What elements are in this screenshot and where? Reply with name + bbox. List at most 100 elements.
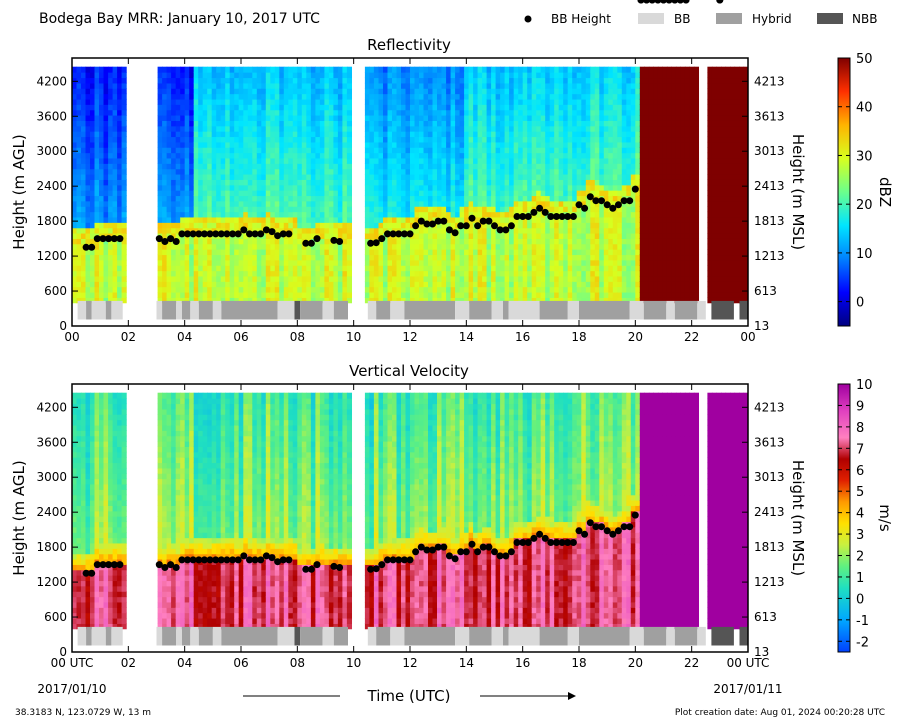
reflectivity-heat-cell (76, 147, 82, 154)
reflectivity-heat-cell (608, 200, 614, 207)
reflectivity-heat-cell (437, 120, 443, 127)
reflectivity-heat-cell (306, 157, 312, 164)
reflectivity-heat-cell (292, 179, 298, 186)
reflectivity-heat-cell (468, 281, 474, 288)
reflectivity-heat-cell (346, 292, 353, 298)
reflectivity-heat-cell (563, 254, 569, 261)
reflectivity-heat-cell (486, 275, 492, 282)
reflectivity-heat-cell (225, 222, 231, 229)
reflectivity-heat-cell (180, 93, 186, 100)
reflectivity-heat-cell (410, 227, 416, 234)
reflectivity-heat-cell (441, 141, 447, 148)
reflectivity-heat-cell (252, 147, 258, 154)
reflectivity-heat-cell (333, 227, 339, 234)
reflectivity-heat-cell (247, 88, 253, 95)
reflectivity-heat-cell (211, 238, 217, 245)
reflectivity-heat-cell (180, 163, 186, 170)
reflectivity-heat-cell (202, 66, 208, 73)
reflectivity-heat-cell (198, 270, 204, 277)
reflectivity-heat-cell (310, 152, 317, 159)
reflectivity-heat-cell (495, 66, 501, 73)
reflectivity-heat-cell (491, 200, 497, 207)
reflectivity-heat-cell (527, 115, 533, 121)
reflectivity-heat-cell (536, 190, 542, 197)
reflectivity-heat-cell (373, 125, 380, 132)
reflectivity-heat-cell (342, 184, 348, 191)
reflectivity-heat-cell (103, 93, 109, 100)
reflectivity-heat-cell (387, 152, 393, 159)
reflectivity-heat-cell (392, 297, 398, 304)
reflectivity-heat-cell (175, 115, 181, 121)
reflectivity-heat-cell (401, 179, 407, 186)
reflectivity-heat-cell (171, 216, 177, 223)
reflectivity-heat-cell (581, 120, 587, 127)
reflectivity-heat-cell (175, 222, 181, 229)
reflectivity-heat-cell (383, 141, 389, 148)
reflectivity-heat-cell (166, 222, 172, 229)
reflectivity-heat-cell (189, 211, 195, 218)
reflectivity-heat-cell (459, 286, 465, 293)
reflectivity-heat-cell (513, 147, 519, 154)
reflectivity-heat-cell (369, 174, 375, 180)
reflectivity-heat-cell (238, 297, 244, 304)
reflectivity-heat-cell (301, 179, 307, 186)
reflectivity-heat-cell (243, 190, 249, 197)
reflectivity-heat-cell (157, 190, 163, 197)
reflectivity-heat-cell (225, 216, 231, 223)
reflectivity-heat-cell (378, 211, 384, 218)
reflectivity-heat-cell (279, 238, 285, 245)
reflectivity-heat-cell (108, 93, 114, 100)
reflectivity-heat-cell (599, 292, 605, 298)
reflectivity-heat-cell (220, 77, 226, 84)
reflectivity-heat-cell (495, 254, 501, 261)
reflectivity-heat-cell (531, 109, 537, 116)
reflectivity-heat-cell (162, 190, 168, 197)
reflectivity-heat-cell (99, 131, 105, 138)
reflectivity-heat-cell (270, 98, 276, 105)
reflectivity-heat-cell (545, 131, 551, 138)
reflectivity-heat-cell (94, 297, 100, 304)
reflectivity-heat-cell (536, 163, 542, 170)
reflectivity-heat-cell (216, 109, 222, 116)
reflectivity-heat-cell (76, 233, 82, 239)
reflectivity-heat-cell (459, 125, 465, 132)
reflectivity-heat-cell (72, 152, 78, 159)
reflectivity-heat-cell (446, 222, 452, 229)
reflectivity-heat-cell (193, 200, 199, 207)
reflectivity-heat-cell (567, 82, 573, 89)
reflectivity-heat-cell (432, 88, 438, 95)
reflectivity-heat-cell (513, 270, 519, 277)
reflectivity-heat-cell (617, 120, 623, 127)
reflectivity-heat-cell (310, 147, 317, 154)
reflectivity-heat-cell (166, 88, 172, 95)
reflectivity-heat-cell (504, 233, 510, 239)
reflectivity-heat-cell (513, 104, 519, 111)
reflectivity-heat-cell (545, 270, 551, 277)
reflectivity-heat-cell (76, 104, 82, 111)
reflectivity-heat-cell (283, 270, 289, 277)
reflectivity-heat-cell (234, 184, 240, 191)
reflectivity-heat-cell (328, 292, 335, 298)
reflectivity-heat-cell (198, 174, 204, 180)
reflectivity-heat-cell (90, 163, 96, 170)
reflectivity-heat-cell (315, 281, 321, 288)
reflectivity-heat-cell (373, 77, 380, 84)
reflectivity-heat-cell (522, 77, 528, 84)
reflectivity-heat-cell (594, 77, 600, 84)
reflectivity-heat-cell (72, 109, 78, 116)
reflectivity-heat-cell (378, 109, 384, 116)
reflectivity-heat-cell (319, 286, 326, 293)
reflectivity-heat-cell (585, 66, 591, 73)
reflectivity-heat-cell (459, 157, 465, 164)
reflectivity-heat-cell (297, 125, 303, 132)
reflectivity-heat-cell (243, 292, 249, 298)
reflectivity-heat-cell (450, 157, 456, 164)
reflectivity-heat-cell (455, 115, 461, 121)
reflectivity-heat-cell (220, 259, 226, 266)
reflectivity-heat-cell (373, 72, 380, 79)
reflectivity-heat-cell (265, 72, 271, 79)
reflectivity-heat-cell (500, 292, 506, 298)
reflectivity-heat-cell (387, 281, 393, 288)
reflectivity-heat-cell (459, 136, 465, 143)
reflectivity-heat-cell (599, 190, 605, 197)
